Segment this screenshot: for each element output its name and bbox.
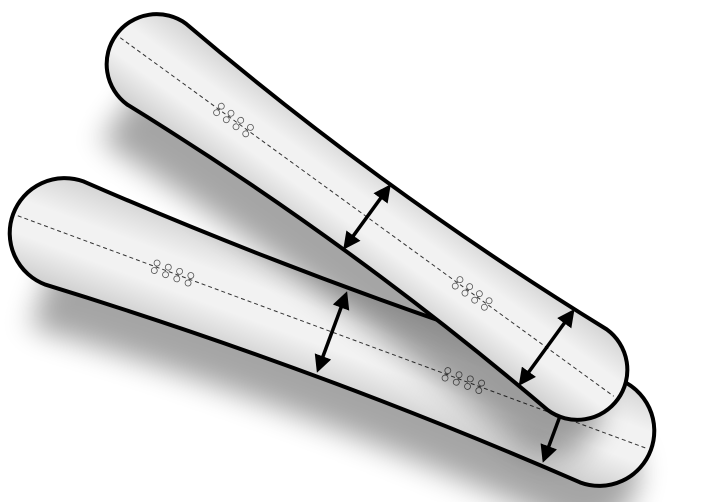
board-back — [100, 12, 630, 457]
width-arrow — [343, 184, 391, 250]
width-arrow — [518, 309, 575, 386]
width-arrow — [314, 291, 350, 373]
